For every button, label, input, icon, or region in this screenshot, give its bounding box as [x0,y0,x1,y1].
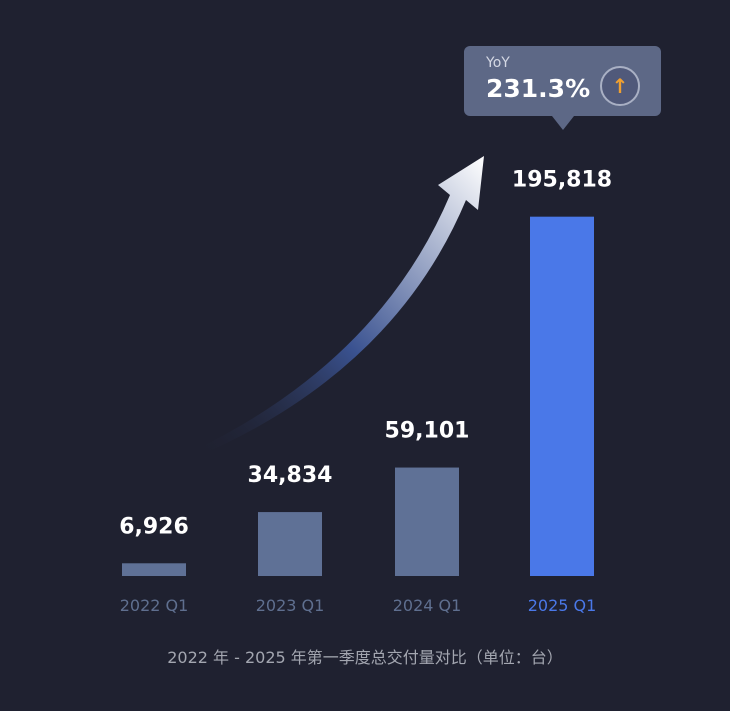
bar-value-label: 195,818 [512,168,612,193]
bar-2024-q1 [395,467,459,576]
yoy-value: 231.3% [486,74,591,103]
x-tick-label: 2025 Q1 [528,596,597,615]
bar-2022-q1 [122,563,186,576]
bar-2023-q1 [258,512,322,576]
chart-caption: 2022 年 - 2025 年第一季度总交付量对比（单位：台） [167,648,563,667]
bar-value-label: 34,834 [248,463,333,488]
bar-2025-q1 [530,216,594,577]
watermark [605,685,720,703]
x-tick-label: 2024 Q1 [393,596,462,615]
x-tick-label: 2023 Q1 [256,596,325,615]
growth-arrow [195,156,484,456]
yoy-callout: YoY 231.3% ↑ [464,46,661,130]
x-tick-label: 2022 Q1 [120,596,189,615]
arrow-up-icon: ↑ [600,66,640,106]
bar-value-label: 6,926 [119,514,189,539]
bar-value-label: 59,101 [385,419,470,444]
yoy-label: YoY [486,55,510,71]
